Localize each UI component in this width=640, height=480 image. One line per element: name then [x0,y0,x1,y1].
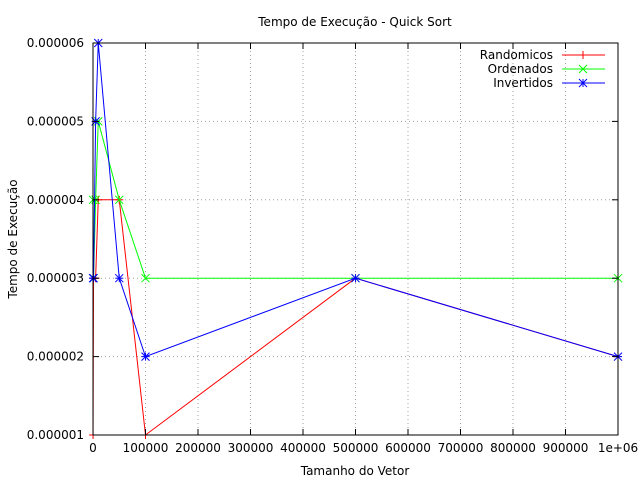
data-point-invertidos [141,352,150,361]
series-line-invertidos [93,42,619,358]
x-tick-label: 600000 [385,441,431,455]
data-point-invertidos [351,273,360,283]
x-tick-label: 800000 [490,441,536,455]
y-tick-label: 0.000005 [27,114,84,128]
x-tick-label: 200000 [175,441,221,455]
legend-label-invertidos: Invertidos [493,76,553,90]
x-tick-label: 1e+06 [598,441,638,455]
x-tick-label: 900000 [543,441,589,455]
y-tick-label: 0.000001 [27,428,84,442]
x-tick-label: 100000 [123,441,169,455]
legend-marker-randomicos [579,51,587,59]
y-axis-label: Tempo de Execução [6,179,20,299]
series-randomicos [89,195,622,439]
legend-entry-invertidos: Invertidos [493,76,605,90]
x-tick-label: 400000 [280,441,326,455]
y-tick-label: 0.000002 [27,350,84,364]
legend-entry-randomicos: Randomicos [480,48,605,62]
legend-label-ordenados: Ordenados [488,62,553,76]
y-tick-label: 0.000006 [27,36,84,50]
x-axis-label: Tamanho do Vetor [300,464,410,478]
grid-layer [93,43,618,435]
y-tick-label: 0.000004 [27,193,84,207]
data-point-invertidos [114,273,124,283]
chart-title: Tempo de Execução - Quick Sort [257,15,452,29]
data-point-ordenados [114,195,124,205]
legend-entry-ordenados: Ordenados [488,62,605,76]
x-tick-label: 0 [89,441,97,455]
axis-layer: 0 100000 200000 300000 400000 500000 600000 700… [27,36,638,455]
x-tick-label: 500000 [333,441,379,455]
x-tick-label: 700000 [438,441,484,455]
legend-label-randomicos: Randomicos [480,48,553,62]
data-point-ordenados [141,273,150,283]
x-tick-label: 300000 [228,441,274,455]
legend-marker-ordenados [578,64,588,74]
legend-marker-invertidos [578,78,588,88]
y-tick-label: 0.000003 [27,271,84,285]
